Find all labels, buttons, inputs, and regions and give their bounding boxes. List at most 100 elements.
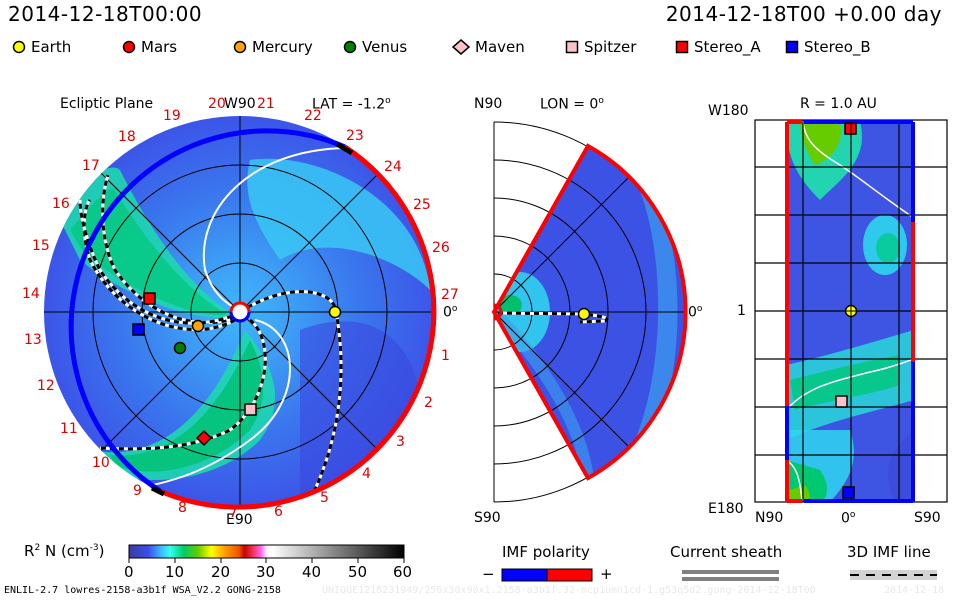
spitzer-marker-icon [835, 395, 848, 408]
radial-x-label-zero: 0o [841, 510, 855, 527]
mars-marker-icon [122, 40, 136, 54]
colorbar-label-sup: 2 [34, 543, 41, 553]
legend-mars: Mars [122, 38, 177, 56]
model-info: ENLIL-2.7 lowres-2158-a3b1f WSA_V2.2 GON… [4, 585, 281, 596]
radial-top-left-label: W180 [708, 103, 749, 119]
degree-symbol: o [849, 510, 856, 520]
carrington-tick: 21 [257, 96, 275, 112]
colorbar-tick: 40 [302, 563, 322, 581]
carrington-tick: 14 [22, 286, 40, 302]
meridional-top-label: N90 [474, 96, 503, 112]
legend-label: Maven [475, 38, 525, 56]
carrington-tick: 9 [133, 483, 142, 499]
carrington-tick: 11 [60, 421, 78, 437]
venus-marker-icon [173, 341, 187, 355]
radial-mid-left-label: 1 [737, 303, 746, 319]
carrington-tick: 22 [304, 108, 322, 124]
mercury-marker-icon [233, 40, 247, 54]
stereo-a-marker-icon [143, 292, 156, 305]
legend-label: Stereo_B [804, 38, 871, 56]
longitude-label: LON = 0o [540, 96, 604, 113]
colorbar-label: R2 N (cm-3) [24, 542, 105, 560]
object-legend: Earth Mars Mercury Venus Maven Spitzer S… [0, 38, 960, 58]
stereo-b-marker-icon [785, 40, 799, 54]
imf-polarity-plus: + [600, 565, 613, 583]
radial-surface-plot [754, 119, 948, 503]
ecliptic-title: Ecliptic Plane [60, 96, 154, 112]
carrington-tick: 27 [441, 287, 459, 303]
carrington-tick: 20 [208, 96, 226, 112]
zero-label: 0 [443, 304, 452, 321]
radial-title: R = 1.0 AU [800, 96, 877, 112]
carrington-tick: 3 [396, 434, 405, 450]
colorbar-tick: 10 [165, 563, 185, 581]
degree-symbol: o [598, 96, 604, 106]
zero-label: 0 [841, 510, 850, 527]
carrington-tick: 18 [118, 129, 136, 145]
meridional-bottom-label: S90 [474, 510, 501, 526]
meridional-right-label: 0o [688, 304, 702, 321]
current-sheath-swatch [682, 570, 779, 581]
colorbar-label-unit: N (cm [44, 542, 90, 560]
colorbar-tick: 50 [348, 563, 368, 581]
stereo-b-marker-icon [842, 486, 855, 499]
carrington-tick: 5 [320, 490, 329, 506]
imf-line-swatch [850, 570, 937, 580]
carrington-tick: 7 [229, 505, 238, 521]
maven-marker-icon [452, 39, 470, 55]
spitzer-marker-icon [565, 40, 579, 54]
carrington-tick: 19 [163, 108, 181, 124]
colorbar-tick: 20 [211, 563, 231, 581]
earth-marker-icon [328, 305, 342, 319]
radial-bottom-left-label: E180 [708, 501, 744, 517]
carrington-tick: 26 [432, 240, 450, 256]
carrington-tick: 13 [24, 332, 42, 348]
carrington-tick: 17 [82, 158, 100, 174]
carrington-tick: 25 [413, 197, 431, 213]
earth-marker-icon [577, 307, 591, 321]
mars-marker-icon [195, 429, 213, 447]
run-id-watermark: UNIQUE1218231949/256x30x90x1.2158-a3b1f.… [322, 585, 816, 596]
date-watermark: 2014-12-18 [884, 585, 945, 596]
colorbar-tick: 0 [124, 563, 134, 581]
carrington-tick: 12 [37, 378, 55, 394]
venus-marker-icon [343, 40, 357, 54]
ecliptic-right-label: 0o [443, 304, 457, 321]
legend-maven: Maven [452, 38, 525, 56]
legend-label: Stereo_A [694, 38, 761, 56]
colorbar-tick: 30 [256, 563, 276, 581]
colorbar-label-exp: -3 [89, 543, 99, 553]
carrington-tick: 8 [178, 500, 187, 516]
degree-symbol: o [696, 304, 703, 314]
legend-label: Mars [141, 38, 178, 56]
imf-polarity-minus: − [482, 565, 495, 583]
legend-label: Venus [362, 38, 408, 56]
carrington-tick: 15 [32, 238, 50, 254]
meridional-plane-plot [491, 121, 688, 503]
carrington-tick: 2 [424, 395, 433, 411]
legend-spitzer: Spitzer [565, 38, 636, 56]
carrington-tick: 16 [52, 196, 70, 212]
imf-polarity-label: IMF polarity [502, 543, 590, 561]
degree-symbol: o [451, 304, 458, 314]
legend-mercury: Mercury [233, 38, 313, 56]
timestamp-right: 2014-12-18T00 +0.00 day [665, 2, 942, 26]
zero-label: 0 [688, 304, 697, 321]
latitude-label: LAT = -1.2o [312, 96, 391, 113]
legend-label: Earth [31, 38, 72, 56]
spitzer-marker-icon [244, 403, 257, 416]
legend-label: Spitzer [584, 38, 637, 56]
colorbar-tick: 60 [393, 563, 413, 581]
earth-marker-icon [12, 40, 26, 54]
legend-earth: Earth [12, 38, 71, 56]
latitude-value: LAT = -1.2 [312, 96, 386, 113]
current-sheath-label: Current sheath [670, 543, 783, 561]
density-colorbar [128, 544, 405, 563]
colorbar-label-r: R [24, 542, 35, 560]
legend-venus: Venus [343, 38, 407, 56]
legend-stereo-b: Stereo_B [785, 38, 871, 56]
radial-x-label-s90: S90 [914, 510, 941, 526]
mercury-marker-icon [191, 319, 205, 333]
timestamp-left: 2014-12-18T00:00 [8, 2, 203, 26]
